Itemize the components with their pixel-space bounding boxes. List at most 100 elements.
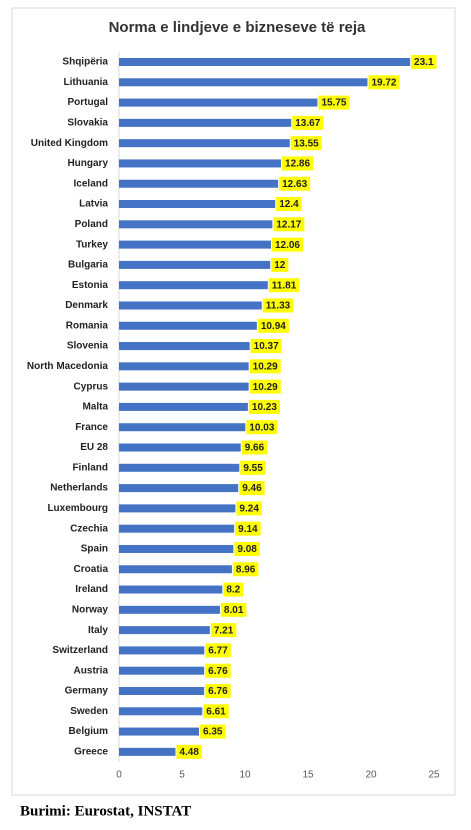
y-tick-label: Cyprus bbox=[74, 381, 109, 392]
value-label: 13.55 bbox=[294, 138, 319, 149]
value-label-bg bbox=[220, 602, 247, 617]
y-tick-label: Slovenia bbox=[67, 341, 109, 352]
bar bbox=[119, 626, 210, 635]
value-label: 12 bbox=[274, 260, 286, 271]
y-tick-label: Ireland bbox=[75, 584, 108, 595]
bar bbox=[119, 301, 262, 310]
bar bbox=[119, 423, 246, 432]
value-label: 19.72 bbox=[371, 77, 396, 88]
value-label-bg bbox=[292, 115, 324, 130]
y-tick-label: Denmark bbox=[65, 300, 108, 311]
x-tick-label: 5 bbox=[179, 770, 185, 781]
bar bbox=[119, 139, 290, 148]
value-label: 9.46 bbox=[242, 483, 262, 494]
value-label: 12.63 bbox=[282, 179, 307, 190]
bar bbox=[119, 98, 318, 107]
y-tick-label: Germany bbox=[65, 686, 109, 697]
y-tick-label: Bulgaria bbox=[68, 260, 108, 271]
value-label: 8.01 bbox=[224, 605, 244, 616]
value-label: 9.08 bbox=[237, 544, 257, 555]
bar bbox=[119, 524, 235, 533]
value-label-bg bbox=[279, 176, 311, 191]
bar bbox=[119, 443, 241, 452]
value-label: 12.17 bbox=[276, 219, 301, 230]
bar bbox=[119, 585, 223, 594]
value-label-bg bbox=[176, 744, 202, 759]
bar bbox=[119, 220, 273, 229]
y-tick-label: Spain bbox=[81, 544, 108, 555]
value-label-bg bbox=[257, 318, 289, 333]
value-label: 23.1 bbox=[414, 57, 434, 68]
value-label-bg bbox=[368, 75, 400, 90]
value-label: 6.76 bbox=[208, 666, 228, 677]
bar bbox=[119, 260, 271, 269]
bar bbox=[119, 707, 203, 716]
value-label-bg bbox=[282, 156, 314, 171]
value-label-bg bbox=[271, 257, 289, 272]
bar bbox=[119, 58, 411, 66]
bar bbox=[119, 605, 220, 614]
bar bbox=[119, 646, 205, 655]
value-label-bg bbox=[249, 359, 281, 374]
value-label-bg bbox=[262, 298, 294, 313]
value-label-bg bbox=[203, 704, 229, 719]
value-label-bg bbox=[249, 379, 281, 394]
value-label: 6.77 bbox=[208, 646, 228, 657]
value-label-bg bbox=[318, 95, 350, 110]
value-label: 9.24 bbox=[239, 504, 259, 515]
value-label-bg bbox=[205, 643, 231, 658]
value-label: 12.4 bbox=[279, 199, 299, 210]
y-tick-label: Poland bbox=[75, 219, 108, 230]
value-label: 6.35 bbox=[203, 727, 223, 738]
value-label: 10.03 bbox=[249, 422, 274, 433]
bar bbox=[119, 666, 205, 675]
x-tick-label: 20 bbox=[365, 770, 377, 781]
value-label: 9.14 bbox=[238, 524, 258, 535]
bar bbox=[119, 159, 282, 168]
value-label-bg bbox=[240, 460, 266, 475]
y-tick-label: Greece bbox=[74, 747, 108, 758]
bar bbox=[119, 402, 248, 411]
y-tick-label: Norway bbox=[72, 604, 109, 615]
y-tick-label: Croatia bbox=[74, 564, 109, 575]
value-label: 8.96 bbox=[236, 564, 256, 575]
y-tick-label: Belgium bbox=[69, 726, 109, 737]
y-tick-label: Lithuania bbox=[64, 77, 109, 88]
value-label: 10.94 bbox=[261, 321, 286, 332]
bar bbox=[119, 200, 276, 209]
value-label: 6.61 bbox=[206, 706, 226, 717]
value-label: 4.48 bbox=[179, 747, 199, 758]
value-label-bg bbox=[246, 420, 278, 435]
value-label: 9.55 bbox=[243, 463, 263, 474]
bar bbox=[119, 382, 249, 391]
bar bbox=[119, 240, 271, 249]
x-tick-label: 0 bbox=[116, 770, 122, 781]
value-label: 10.29 bbox=[253, 361, 278, 372]
x-tick-label: 15 bbox=[302, 770, 314, 781]
value-label: 12.86 bbox=[285, 159, 310, 170]
y-tick-label: Slovakia bbox=[67, 118, 108, 129]
value-label-bg bbox=[205, 683, 231, 698]
bar bbox=[119, 179, 279, 188]
value-label: 13.67 bbox=[295, 118, 320, 129]
y-tick-label: Hungary bbox=[67, 158, 108, 169]
value-label: 15.75 bbox=[321, 98, 346, 109]
value-label: 10.37 bbox=[254, 341, 279, 352]
y-tick-label: Austria bbox=[74, 665, 109, 676]
bar bbox=[119, 362, 249, 371]
value-label-bg bbox=[223, 582, 244, 597]
x-tick-label: 25 bbox=[428, 770, 440, 781]
bar bbox=[119, 544, 234, 553]
y-tick-label: Italy bbox=[88, 625, 108, 636]
value-label: 7.21 bbox=[214, 625, 234, 636]
value-label: 10.23 bbox=[252, 402, 277, 413]
bar bbox=[119, 463, 240, 472]
bar bbox=[119, 504, 236, 513]
y-tick-label: Czechia bbox=[70, 523, 108, 534]
value-label-bg bbox=[271, 237, 303, 252]
value-label-bg bbox=[241, 440, 268, 455]
value-label-bg bbox=[411, 55, 437, 69]
value-label-bg bbox=[232, 562, 259, 577]
value-label-bg bbox=[276, 197, 302, 212]
